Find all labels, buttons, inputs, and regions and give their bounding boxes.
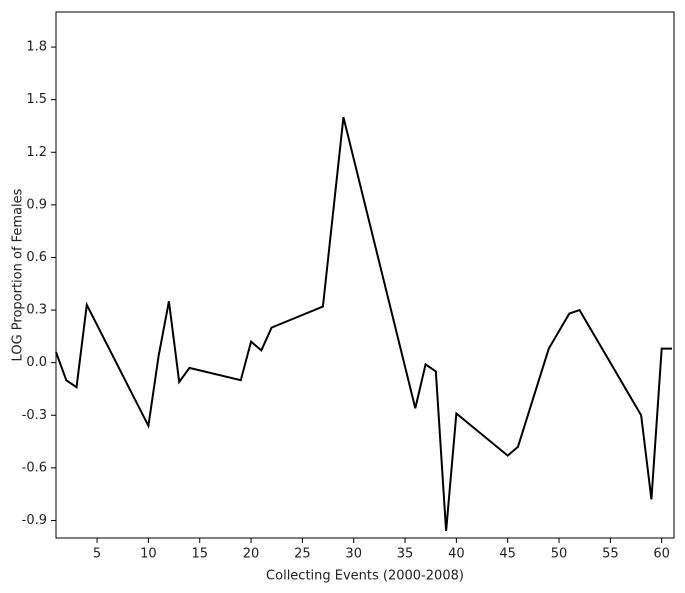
- plot-frame: [55, 11, 675, 539]
- x-tick-label: 50: [551, 547, 568, 562]
- x-tick-label: 55: [602, 547, 619, 562]
- x-tick-label: 35: [397, 547, 414, 562]
- x-tick-label: 20: [243, 547, 260, 562]
- y-tick-label: 1.5: [26, 92, 47, 107]
- y-tick-label: -0.9: [22, 513, 47, 528]
- x-tick-label: 5: [93, 547, 101, 562]
- data-line: [55, 116, 672, 532]
- y-axis-label: LOG Proportion of Females: [11, 188, 26, 361]
- x-tick-label: 40: [448, 547, 465, 562]
- x-tick-label: 45: [499, 547, 516, 562]
- y-tick-label: 1.8: [26, 40, 47, 55]
- x-axis-label: Collecting Events (2000-2008): [266, 569, 464, 584]
- y-tick-label: 0.6: [26, 250, 47, 265]
- x-tick-label: 15: [191, 547, 208, 562]
- y-tick-label: 1.2: [26, 145, 47, 160]
- x-tick-label: 10: [140, 547, 157, 562]
- y-tick-label: -0.6: [22, 460, 47, 475]
- y-tick-label: -0.3: [22, 408, 47, 423]
- y-tick-label: 0.9: [26, 197, 47, 212]
- x-tick-label: 30: [345, 547, 362, 562]
- y-tick-label: 0.0: [26, 355, 47, 370]
- x-tick-label: 60: [653, 547, 670, 562]
- x-tick-label: 25: [294, 547, 311, 562]
- y-tick-label: 0.3: [26, 303, 47, 318]
